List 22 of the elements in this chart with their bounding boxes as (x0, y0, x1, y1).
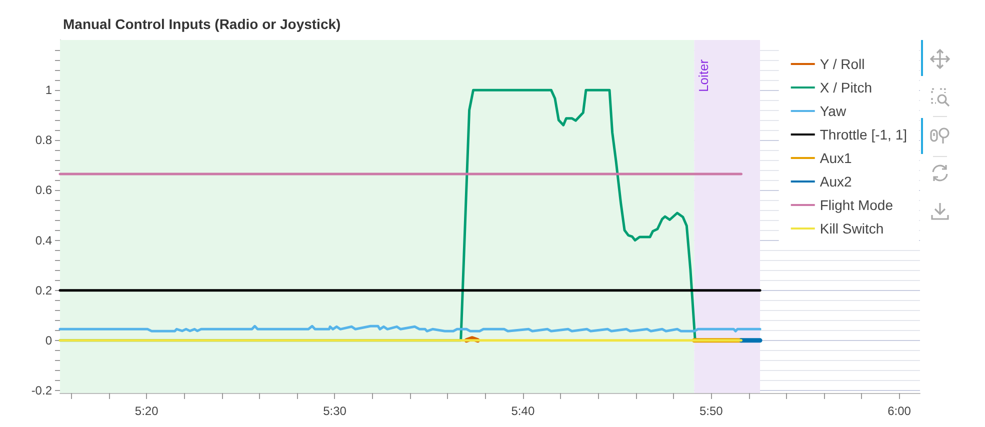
y-tick-label: 0.6 (35, 183, 52, 198)
legend-label: X / Pitch (820, 80, 872, 96)
x-tick-label: 5:20 (134, 404, 159, 418)
x-tick-label: 5:40 (511, 404, 535, 418)
x-tick-label: 5:30 (323, 404, 347, 418)
chart-title: Manual Control Inputs (Radio or Joystick) (63, 16, 341, 32)
x-tick-label: 5:50 (699, 404, 724, 418)
legend-label: Aux1 (820, 150, 852, 166)
legend-label: Yaw (820, 103, 847, 119)
band-label: Loiter (696, 58, 712, 92)
y-tick-label: 0 (45, 333, 52, 348)
x-tick-label: 6:00 (888, 404, 912, 418)
y-tick-label: 0.8 (35, 133, 52, 148)
legend-label: Aux2 (820, 174, 852, 190)
y-tick-label: 1 (45, 83, 52, 98)
y-tick-label: 0.4 (35, 233, 52, 248)
legend-label: Flight Mode (820, 197, 894, 213)
y-tick-label: 0.2 (35, 283, 52, 298)
legend-label: Kill Switch (820, 220, 884, 236)
legend-label: Throttle [-1, 1] (820, 126, 908, 142)
y-tick-label: -0.2 (31, 383, 52, 398)
legend-label: Y / Roll (820, 56, 865, 72)
